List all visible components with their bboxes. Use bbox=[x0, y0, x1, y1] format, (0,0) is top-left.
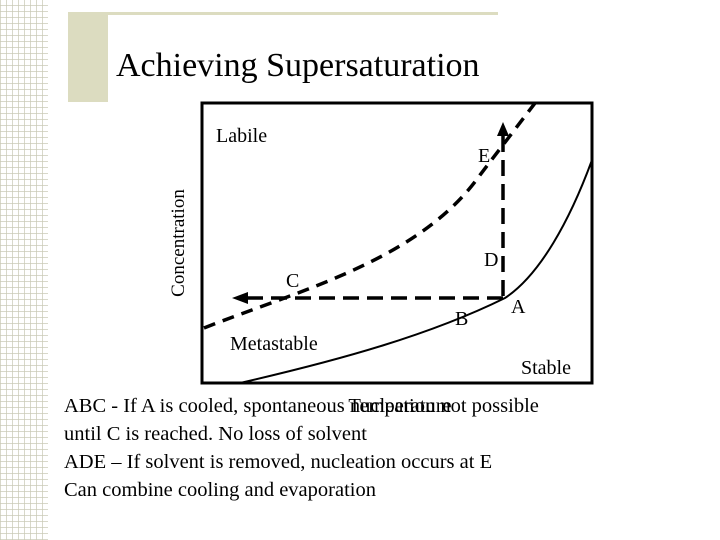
point-label-a: A bbox=[511, 296, 526, 318]
x-axis-label: Temperature bbox=[348, 395, 451, 417]
decorative-accent-line bbox=[68, 12, 498, 15]
point-label-e: E bbox=[478, 145, 490, 167]
decorative-grid-stripe bbox=[0, 0, 48, 540]
solubility-curve bbox=[239, 159, 592, 383]
point-label-b: B bbox=[455, 308, 468, 330]
point-label-d: D bbox=[484, 249, 498, 271]
region-label-labile: Labile bbox=[216, 125, 267, 147]
decorative-accent-bar bbox=[68, 12, 108, 102]
explanation-text: ABC - If A is cooled, spontaneous nuclea… bbox=[64, 392, 714, 504]
evaporation-arrowhead bbox=[497, 122, 509, 136]
region-label-metastable: Metastable bbox=[230, 333, 318, 355]
supersolubility-curve bbox=[203, 103, 538, 330]
cooling-arrowhead bbox=[232, 292, 248, 304]
y-axis-label: Concentration bbox=[168, 189, 189, 297]
plot-frame bbox=[200, 101, 594, 385]
region-label-stable: Stable bbox=[521, 357, 571, 379]
explanation-line-2: until C is reached. No loss of solvent bbox=[64, 423, 367, 445]
point-label-c: C bbox=[286, 270, 299, 292]
slide-title: Achieving Supersaturation bbox=[116, 47, 480, 84]
explanation-line-1: ABC - If A is cooled, spontaneous nuclea… bbox=[64, 395, 539, 417]
explanation-line-4: Can combine cooling and evaporation bbox=[64, 479, 376, 501]
explanation-line-3: ADE – If solvent is removed, nucleation … bbox=[64, 451, 493, 473]
